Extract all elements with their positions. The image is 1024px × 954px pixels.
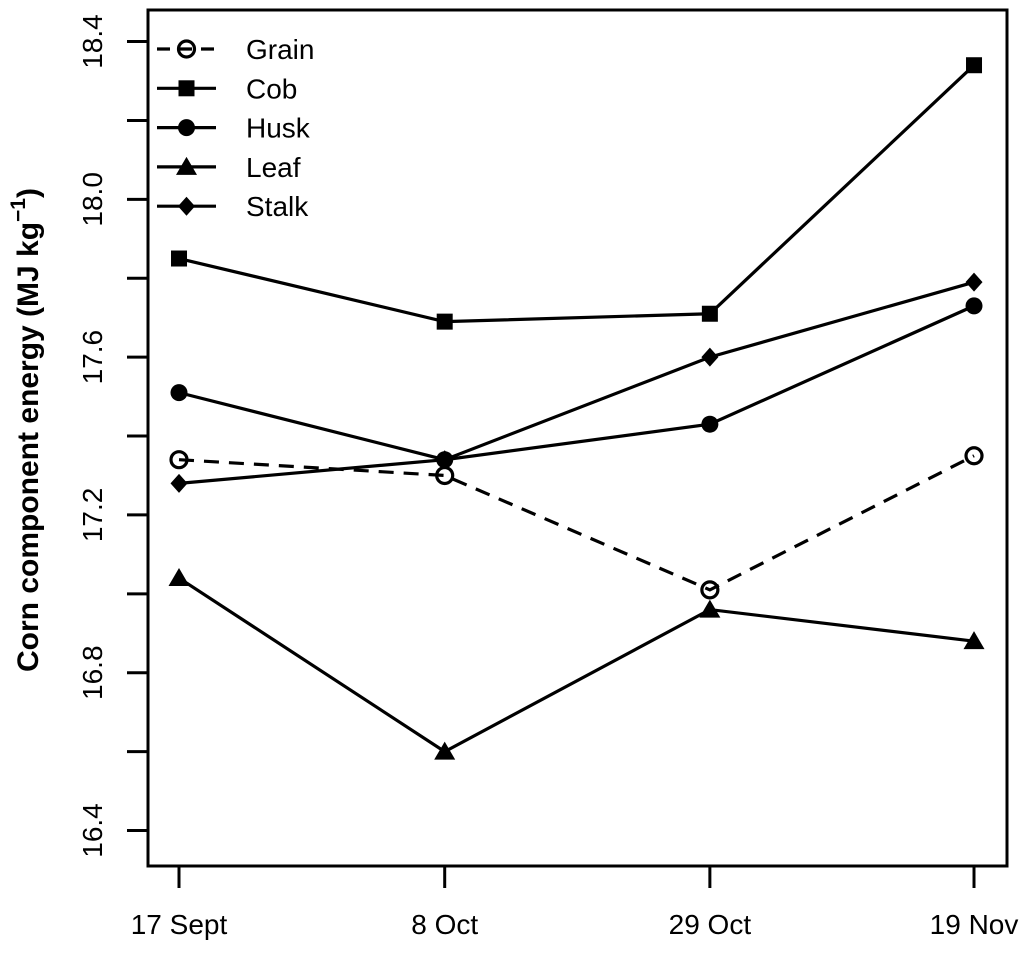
series-line-cob [178,64,976,324]
series-line-stalk [178,280,975,485]
legend-label-cob: Cob [246,73,297,104]
legend-filled-diamond-icon [178,196,195,216]
data-point-stalk-1 [436,450,454,470]
series-leaf [178,576,975,754]
series-line-leaf [178,576,975,754]
y-axis-tick-label: 16.8 [77,645,108,700]
series-markers-leaf [168,568,985,760]
data-point-husk-2 [701,415,719,433]
series-cob [178,64,976,324]
data-point-husk-0 [170,384,188,402]
x-axis-tick-label: 19 Nov [930,909,1019,940]
series-grain [178,454,975,592]
legend-item-grain: Grain [157,34,314,65]
x-axis-tick-label: 29 Oct [669,909,752,940]
y-axis-tick-label: 16.4 [77,803,108,858]
data-point-leaf-2 [699,599,721,618]
series-line-grain [178,454,975,592]
legend: Grain Cob Husk Leaf Stalk [157,34,314,222]
plot-frame [146,8,1009,868]
series-markers-stalk [170,272,983,493]
data-point-stalk-3 [965,272,983,292]
series-husk [178,304,975,462]
legend-label-grain: Grain [246,34,314,65]
data-point-cob-2 [701,305,718,322]
legend-filled-square-icon [178,80,195,97]
data-point-stalk-2 [701,347,719,367]
series-markers-grain [169,446,984,600]
data-point-grain-3 [964,446,984,466]
data-point-cob-0 [171,250,188,267]
data-point-stalk-0 [170,473,188,493]
data-point-husk-3 [965,297,983,315]
data-point-leaf-1 [434,741,456,760]
x-axis-tick-label: 8 Oct [411,909,478,940]
legend-label-husk: Husk [246,113,311,144]
legend-item-husk: Husk [157,113,311,144]
legend-item-leaf: Leaf [157,152,301,183]
y-axis-tick-label: 18.0 [77,172,108,227]
series-stalk [178,280,975,485]
data-point-cob-1 [436,313,453,330]
y-axis-tick-label: 18.4 [77,14,108,69]
legend-label-leaf: Leaf [246,152,301,183]
y-axis-tick-label: 17.6 [77,330,108,385]
legend-item-cob: Cob [157,73,297,104]
series-line-husk [178,304,975,462]
legend-filled-circle-icon [178,119,195,137]
x-axis-tick-label: 17 Sept [131,909,228,940]
legend-label-stalk: Stalk [246,191,309,222]
data-point-leaf-0 [168,568,190,587]
data-point-cob-3 [966,57,983,74]
legend-filled-triangle-icon [176,156,197,175]
series-markers-cob [171,57,983,330]
data-point-grain-2 [700,580,720,600]
data-point-grain-0 [169,450,189,470]
legend-open-circle-icon [176,39,197,59]
data-point-leaf-3 [963,631,985,650]
y-axis-title: Corn component energy (MJ kg−1) [7,188,45,672]
y-axis-tick-label: 17.2 [77,488,108,543]
legend-item-stalk: Stalk [157,191,309,222]
